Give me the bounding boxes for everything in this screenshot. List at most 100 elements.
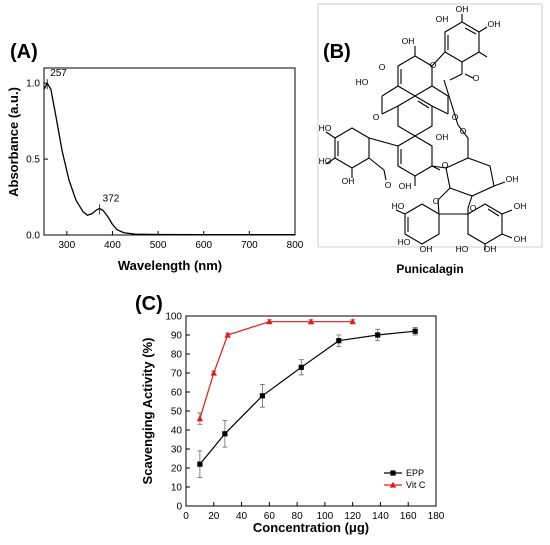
svg-text:O: O	[473, 73, 480, 83]
panel-a-ticks: 300 400 500 600 700 800 0.0 0.5 1.0	[26, 79, 304, 251]
panel-a-x-axis-title: Wavelength (nm)	[118, 258, 222, 273]
panel-a-peak-label: 257	[50, 68, 67, 79]
panel-a-x-tick-label: 500	[150, 240, 167, 251]
svg-text:HO: HO	[392, 201, 405, 211]
panel-c-legend-marker-epp	[390, 470, 396, 476]
panel-c-x-tick-label: 40	[236, 511, 248, 522]
svg-text:OH: OH	[514, 201, 527, 211]
svg-text:OH: OH	[399, 181, 412, 191]
panel-c-x-tick-label: 120	[344, 511, 361, 522]
svg-text:O: O	[430, 60, 437, 70]
panel-c-scavenging-chart: (C) 0 20 40 60 80 100 120 140 160 180 0 10 20 30 40 50 6…	[135, 293, 445, 535]
panel-c-series-line-vit-c	[199, 321, 353, 419]
panel-c-x-tick-label: 60	[264, 511, 276, 522]
panel-c-label: (C)	[135, 293, 163, 315]
panel-a-y-tick-label: 1.0	[26, 79, 40, 90]
panel-a-series	[43, 82, 295, 236]
punicalagin-atom-labels: OH OH OH OH O O O O O HO OH OH HO HO OH …	[319, 4, 527, 254]
panel-c-series	[196, 318, 418, 478]
panel-c-point-epp	[298, 364, 304, 370]
svg-text:O: O	[442, 160, 449, 170]
panel-c-legend-marker-vit-c	[389, 481, 397, 488]
panel-a-peak-label: 372	[103, 193, 120, 204]
svg-text:OH: OH	[514, 234, 527, 244]
panel-c-y-tick-label: 100	[165, 312, 182, 323]
panel-b-frame	[317, 3, 543, 248]
panel-c-x-tick-label: 180	[428, 511, 445, 522]
panel-c-y-tick-label: 70	[171, 369, 183, 380]
panel-a-x-tick-label: 400	[104, 240, 121, 251]
svg-text:OH: OH	[488, 19, 501, 29]
panel-c-point-epp	[259, 393, 265, 399]
svg-text:O: O	[379, 62, 386, 72]
svg-text:OH: OH	[456, 4, 469, 14]
svg-text:O: O	[452, 112, 459, 122]
panel-b-punicalagin-structure: (B)	[317, 3, 543, 276]
panel-a-label: (A)	[10, 41, 38, 63]
svg-text:HO: HO	[456, 244, 469, 254]
svg-text:OH: OH	[342, 176, 355, 186]
panel-c-y-tick-label: 20	[171, 464, 183, 475]
panel-a-absorbance-chart: (A) 300 400 500 600 700 800 0.0 0.5 1.0 257 372 W…	[6, 41, 304, 273]
punicalagin-molecule-drawing	[325, 14, 513, 250]
panel-a-x-tick-label: 700	[241, 240, 258, 251]
panel-c-point-epp	[375, 332, 381, 338]
panel-c-plot-frame	[185, 315, 437, 507]
panel-c-x-tick-label: 140	[372, 511, 389, 522]
panel-a-x-tick-label: 800	[287, 240, 304, 251]
svg-text:O: O	[433, 196, 440, 206]
svg-text:OH: OH	[402, 36, 415, 46]
panel-c-point-epp	[222, 431, 228, 437]
svg-text:O: O	[385, 180, 392, 190]
panel-c-y-tick-label: 90	[171, 331, 183, 342]
panel-c-y-tick-label: 80	[171, 350, 183, 361]
panel-c-point-vit-c	[224, 331, 231, 338]
panel-c-series-line-epp	[199, 330, 416, 465]
svg-text:HO: HO	[319, 123, 332, 133]
panel-c-y-tick-label: 0	[176, 502, 182, 513]
panel-c-x-axis-title: Concentration (μg)	[253, 520, 369, 535]
panel-c-y-tick-label: 50	[171, 407, 183, 418]
panel-c-y-tick-label: 40	[171, 426, 183, 437]
panel-c-point-epp	[197, 461, 203, 467]
panel-c-point-vit-c	[210, 369, 217, 376]
panel-c-axes	[185, 315, 437, 507]
panel-c-x-tick-label: 100	[317, 511, 334, 522]
svg-text:OH: OH	[436, 132, 449, 142]
panel-a-absorbance-line	[43, 82, 295, 236]
panel-a-x-tick-label: 600	[195, 240, 212, 251]
panel-c-point-vit-c	[349, 318, 356, 325]
panel-a-x-tick-label: 300	[58, 240, 75, 251]
panel-a-y-tick-label: 0.0	[26, 231, 40, 242]
svg-text:OH: OH	[436, 14, 449, 24]
svg-text:OH: OH	[420, 244, 433, 254]
svg-text:O: O	[373, 112, 380, 122]
panel-c-y-tick-label: 60	[171, 388, 183, 399]
panel-a-y-tick-label: 0.5	[26, 155, 40, 166]
panel-c-x-tick-label: 80	[292, 511, 304, 522]
panel-b-caption: Punicalagin	[396, 262, 463, 276]
panel-c-legend-label-vit-c: Vit C	[406, 480, 426, 490]
panel-a-annotations: 257 372	[46, 68, 120, 215]
panel-c-x-tick-label: 0	[183, 511, 189, 522]
svg-text:HO: HO	[398, 237, 411, 247]
svg-text:HO: HO	[319, 156, 332, 166]
panel-c-y-tick-label: 10	[171, 483, 183, 494]
panel-c-point-vit-c	[266, 318, 273, 325]
panel-c-x-tick-label: 20	[208, 511, 220, 522]
panel-c-y-tick-label: 30	[171, 445, 183, 456]
svg-text:O: O	[470, 203, 477, 213]
panel-b-label: (B)	[323, 41, 351, 63]
panel-c-y-axis-title: Scavenging Activity (%)	[140, 338, 155, 485]
panel-c-legend-label-epp: EPP	[406, 468, 424, 478]
panel-c-point-vit-c	[196, 415, 204, 422]
panel-a-y-axis-title: Absorbance (a.u.)	[6, 87, 21, 197]
panel-c-point-epp	[336, 338, 342, 344]
panel-c-point-epp	[412, 328, 418, 334]
panel-c-x-tick-label: 160	[400, 511, 417, 522]
svg-text:HO: HO	[356, 77, 369, 87]
panel-c-ticks: 0 20 40 60 80 100 120 140 160 180 0 10 20 30 40 50 60 70 8…	[165, 312, 444, 523]
panel-c-point-vit-c	[307, 318, 315, 325]
svg-text:OH: OH	[484, 244, 497, 254]
